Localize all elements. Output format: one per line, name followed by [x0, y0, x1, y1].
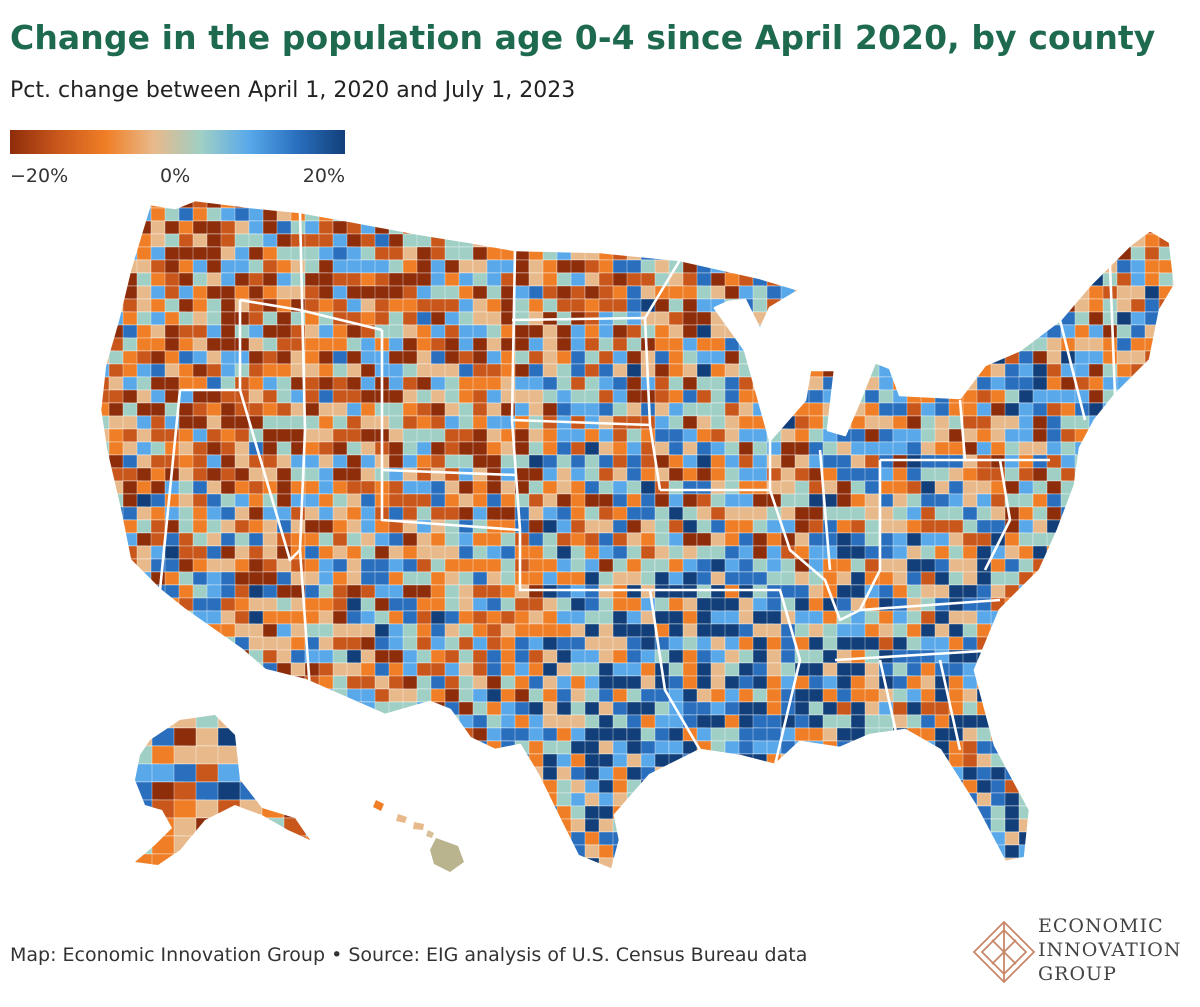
legend-tick-max: 20% [302, 165, 345, 187]
eig-logo-wordmark: ECONOMIC INNOVATION GROUP [1038, 914, 1182, 986]
legend-tick-min: −20% [10, 165, 69, 187]
legend-gradient-bar [10, 130, 345, 154]
eig-logo: ECONOMIC INNOVATION GROUP [972, 912, 1192, 992]
county-tiles-alaska [135, 715, 310, 865]
eig-logo-diamond-icon [972, 920, 1036, 984]
chart-subtitle: Pct. change between April 1, 2020 and Ju… [10, 78, 576, 103]
logo-line-group: GROUP [1038, 963, 1117, 985]
county-tiles-conus [100, 200, 1175, 870]
logo-line-innovation: INNOVATION [1038, 939, 1182, 961]
logo-line-economic: ECONOMIC [1038, 915, 1164, 937]
hawaii-islands [373, 800, 464, 872]
state-borders [98, 198, 1177, 872]
county-choropleth-map [98, 198, 1177, 872]
color-legend: −20% 0% 20% [10, 130, 345, 190]
chart-title: Change in the population age 0-4 since A… [10, 18, 1156, 57]
source-footer: Map: Economic Innovation Group • Source:… [10, 944, 808, 966]
legend-tick-mid: 0% [160, 165, 191, 187]
